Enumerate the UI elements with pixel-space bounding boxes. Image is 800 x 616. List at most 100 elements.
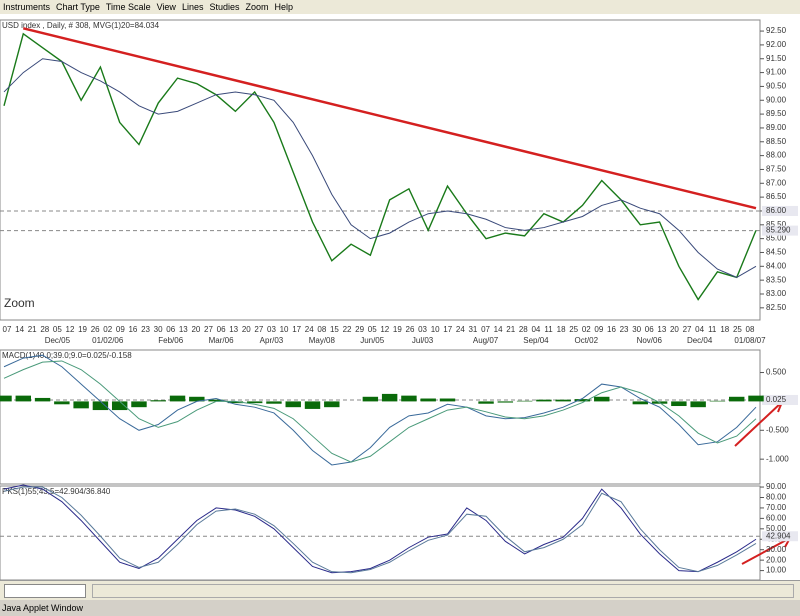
histogram-bar [497, 401, 514, 403]
y-tick-label: 10.00 [766, 566, 787, 575]
x-day-label: 05 [368, 325, 377, 334]
x-day-label: 29 [355, 325, 364, 334]
x-day-label: 06 [217, 325, 226, 334]
y-tick-label: 89.00 [766, 123, 787, 132]
y-tick-label: 84.00 [766, 261, 787, 270]
x-day-label: 02 [103, 325, 112, 334]
y-tick-label: 89.50 [766, 109, 787, 118]
scroll-area [92, 584, 794, 598]
x-day-label: 14 [15, 325, 24, 334]
x-day-label: 19 [393, 325, 402, 334]
y-tick-label: 91.50 [766, 54, 787, 63]
histogram-bar [632, 401, 649, 405]
trend-line [22, 27, 757, 210]
x-day-label: 08 [317, 325, 326, 334]
x-day-label: 08 [746, 325, 755, 334]
tab[interactable] [4, 584, 86, 598]
histogram-bar [111, 401, 128, 411]
histogram-bar [362, 396, 379, 402]
histogram-bar [574, 399, 591, 402]
x-day-label: 10 [431, 325, 440, 334]
histogram-bar [381, 393, 398, 402]
x-day-label: 04 [531, 325, 540, 334]
histogram-bar [671, 401, 687, 407]
y-tick-label: 60.00 [766, 513, 787, 522]
menu-item[interactable]: Lines [181, 2, 204, 12]
x-day-label: 09 [116, 325, 125, 334]
zoom-label: Zoom [4, 296, 35, 310]
toolbar [0, 580, 800, 601]
y-tick-label: 87.00 [766, 178, 787, 187]
x-day-label: 03 [267, 325, 276, 334]
x-month-label: Apr/03 [260, 336, 284, 345]
y-tick-label: -0.500 [766, 425, 789, 434]
histogram-bar [266, 401, 282, 404]
panel-title: MACD(1)40.0;39.0;9.0=0.025/-0.158 [2, 351, 132, 360]
menu-item[interactable]: Chart Type [56, 2, 100, 12]
y-tick-label: 88.50 [766, 137, 787, 146]
histogram-bar [420, 398, 436, 402]
histogram-bar [54, 401, 70, 405]
x-day-label: 16 [128, 325, 137, 334]
histogram-bar [729, 396, 745, 402]
x-day-label: 21 [28, 325, 37, 334]
y-tick-label: 70.00 [766, 503, 787, 512]
y-tick-label: 85.00 [766, 234, 787, 243]
histogram-bar [150, 400, 166, 402]
histogram-bar [555, 399, 571, 402]
y-tick-label: 20.00 [766, 555, 787, 564]
x-day-label: 20 [242, 325, 251, 334]
menu-item[interactable]: Studies [209, 2, 240, 12]
x-day-label: 13 [229, 325, 238, 334]
chart: Zoom USD index , Daily, # 308, MVG(1)20=8… [0, 19, 798, 580]
x-day-label: 20 [670, 325, 679, 334]
y-tick-label: 85.50 [766, 220, 787, 229]
histogram-bar [439, 398, 456, 402]
histogram-bar [478, 401, 494, 404]
x-day-label: 07 [481, 325, 490, 334]
histogram-bar [304, 401, 321, 409]
menu-item[interactable]: Zoom [245, 2, 269, 12]
histogram-bar [227, 401, 244, 404]
menu-item[interactable]: Instruments [3, 2, 51, 12]
x-day-label: 11 [708, 325, 717, 334]
menu-item[interactable]: Help [274, 2, 294, 12]
x-day-label: 17 [443, 325, 452, 334]
histogram-bar [401, 395, 417, 402]
x-day-label: 21 [506, 325, 515, 334]
macd-panel [0, 349, 761, 485]
x-day-label: 25 [569, 325, 578, 334]
x-day-label: 12 [380, 325, 389, 334]
x-day-label: 27 [683, 325, 692, 334]
x-month-label: Sep/04 [523, 336, 549, 345]
x-day-label: 25 [733, 325, 742, 334]
histogram-bar [748, 395, 764, 402]
y-tick-label: 83.00 [766, 289, 787, 298]
x-day-label: 07 [3, 325, 12, 334]
menu-item[interactable]: Time Scale [105, 2, 151, 12]
histogram-bar [285, 401, 301, 408]
histogram-bar [131, 401, 147, 408]
marker-box [762, 225, 798, 236]
x-day-label: 22 [343, 325, 352, 334]
y-tick-label: 90.50 [766, 82, 787, 91]
menu-item[interactable]: View [156, 2, 176, 12]
x-day-label: 03 [418, 325, 427, 334]
x-day-label: 06 [645, 325, 654, 334]
x-day-label: 27 [204, 325, 213, 334]
histogram-bar [516, 400, 533, 402]
y-tick-label: 88.00 [766, 151, 787, 160]
histogram-bar [709, 400, 726, 402]
histogram-bar [324, 401, 340, 408]
x-day-label: 05 [53, 325, 62, 334]
y-tick-label: 92.00 [766, 40, 787, 49]
y-tick-label: 92.50 [766, 26, 787, 35]
y-tick-label: 82.50 [766, 303, 787, 312]
histogram-bar [189, 396, 205, 402]
x-day-label: 30 [632, 325, 641, 334]
x-day-label: 18 [720, 325, 729, 334]
x-day-label: 24 [456, 325, 465, 334]
price-panel [0, 19, 761, 321]
x-day-label: 23 [141, 325, 150, 334]
